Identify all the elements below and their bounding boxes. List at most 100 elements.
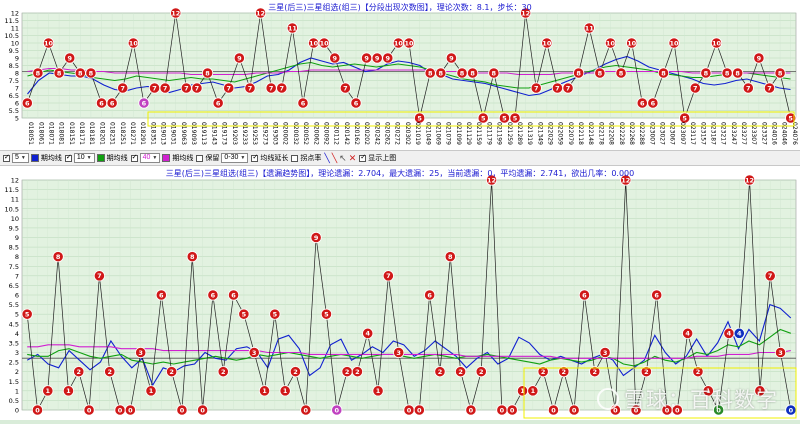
data-point [145,385,157,397]
data-point-label: 5 [25,311,30,319]
watermark-text: 雪球：百科数字 [624,388,778,412]
x-tick-label: 020272 [394,122,401,145]
x-tick-label: 023277 [740,122,747,145]
y-tick-label: 8 [15,253,19,261]
y-tick-label: 3 [15,349,19,357]
data-point-label: 4 [727,330,732,338]
data-point-label: 0 [613,406,618,414]
ma10-color-swatch[interactable] [96,154,105,162]
x-tick-label: 018231 [109,122,116,145]
data-point-label: 7 [555,84,560,92]
data-point-label: 8 [470,69,475,77]
data-point-label: 0 [469,406,474,414]
data-point [640,366,652,378]
ma5-toggle[interactable]: 5▼ 期均线 [3,153,62,163]
ma5-color-swatch[interactable] [30,154,39,162]
data-point-label: 8 [576,69,581,77]
eraser-icon[interactable]: ✕ [348,153,357,163]
draw-line-red-icon[interactable]: ╲ [331,153,338,163]
data-point-label: 9 [237,54,242,62]
data-point-label: 11 [585,24,595,32]
data-point-label: 9 [757,54,762,62]
series-line-2 [27,344,791,359]
data-point-label: 9 [386,54,391,62]
chevron-down-icon: ▼ [86,155,92,161]
mean-extend-toggle[interactable]: 均线延长 [251,153,288,163]
turn-rate-checkbox[interactable] [291,154,299,162]
show-upper-toggle[interactable]: 显示上图 [359,153,396,163]
data-point-label: 7 [120,84,125,92]
y-tick-label: 5 [15,311,19,319]
y-tick-label: 12 [11,10,19,18]
data-point-label: 10 [606,39,616,47]
data-point [244,82,256,94]
data-point-label: 1 [376,387,381,395]
x-tick-label: 020262 [384,122,391,145]
data-point-label: 10 [129,39,139,47]
data-point [477,112,489,124]
ma40-checkbox[interactable] [130,153,138,162]
y-tick-label: 1 [15,387,19,395]
data-point-label: 6 [142,99,147,107]
data-point-label: 6 [211,291,216,299]
ma10-toggle[interactable]: 10▼ 期均线 [64,153,128,163]
y-tick-label: 7.5 [9,77,19,85]
data-point-label: 6 [110,99,115,107]
ma40-color-swatch[interactable] [162,154,171,162]
ma10-select[interactable]: 10 ▼ [73,153,95,163]
y-tick-label: 9 [15,55,19,63]
x-tick-label: 020052 [302,122,309,145]
data-point [506,404,518,416]
ma10-value: 10 [76,154,85,161]
tool-icons: ╲ ╲ ↖ ✕ [324,153,356,163]
data-point-label: 4 [365,330,370,338]
data-point [223,82,235,94]
hold-checkbox[interactable] [196,154,204,162]
ma5-checkbox[interactable] [3,153,10,162]
turn-rate-toggle[interactable]: 拐点率 [291,153,321,163]
x-tick-label: 018081 [58,122,65,145]
chevron-down-icon: ▼ [152,155,158,161]
data-point-label: 6 [25,99,30,107]
data-point [753,52,765,64]
data-point-label: 10 [542,39,552,47]
data-point [85,67,97,79]
data-point [445,52,458,64]
data-point [626,37,638,49]
x-tick-label: 022288 [638,122,645,145]
data-point [465,404,477,416]
data-point-label: 8 [704,69,709,77]
data-point [21,97,33,109]
x-tick-label: 021099 [455,122,462,145]
data-point-label: 1 [283,387,288,395]
data-point-label: 0 [789,406,794,414]
mean-extend-checkbox[interactable] [251,153,259,162]
data-point-label: 7 [195,84,200,92]
data-point-label: 5 [324,311,329,319]
x-tick-label: 023187 [709,122,716,145]
range-value: 0-30 [224,154,239,161]
ma5-select[interactable]: 5 ▼ [12,153,29,163]
data-point [537,366,549,378]
x-tick-label: 021079 [445,122,452,145]
y-tick-label: 0.5 [9,397,19,405]
ma40-select[interactable]: 40 ▼ [139,153,161,163]
data-point [166,366,178,378]
pointer-icon[interactable]: ↖ [339,153,347,163]
ma40-toggle[interactable]: 40▼ 期均线 [130,153,193,163]
x-tick-label: 021019 [414,122,421,145]
data-point [732,67,744,79]
data-point [414,112,426,124]
ma10-checkbox[interactable] [64,153,72,162]
data-point-label: 0 [334,406,339,414]
data-point-label: 8 [725,69,730,77]
data-point-label: 6 [582,291,587,299]
y-tick-label: 9.5 [9,47,19,55]
range-select[interactable]: 0-30 ▼ [221,153,249,163]
hold-toggle[interactable]: 保留 0-30 ▼ [196,153,249,163]
show-upper-checkbox[interactable] [359,153,367,162]
data-point-label: 11 [288,24,298,32]
data-point-label: 2 [221,368,226,376]
draw-line-icon[interactable]: ╲ [324,153,330,163]
data-point-label: 12 [171,9,180,17]
